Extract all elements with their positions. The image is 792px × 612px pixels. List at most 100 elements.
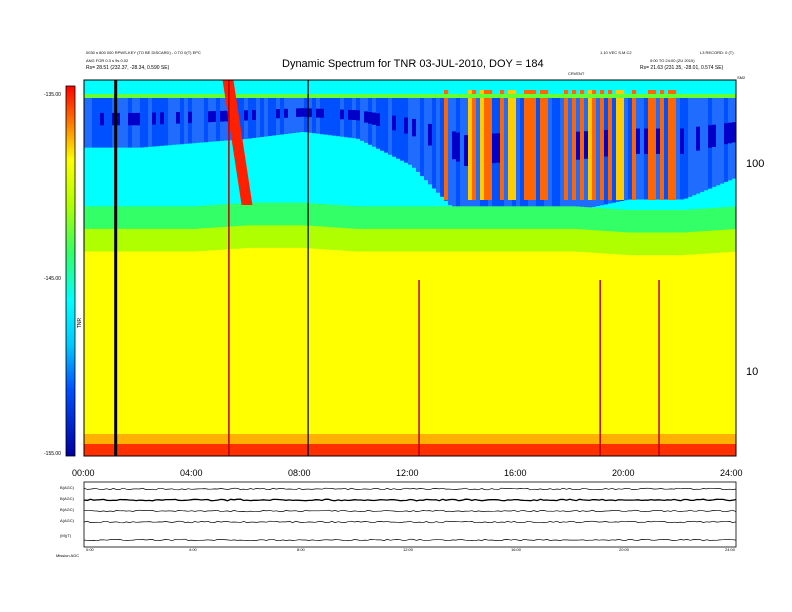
spectrum-cell-orange	[296, 434, 301, 444]
spectrum-cell-red	[416, 444, 421, 456]
spectrum-cell-lime	[336, 227, 341, 251]
spectrum-cell-red	[396, 444, 401, 456]
spectrum-cell-lime	[244, 225, 249, 249]
spectrum-cell-orange	[320, 434, 325, 444]
spectrum-cell-orange	[520, 434, 525, 444]
spectrum-cell-green	[180, 206, 185, 237]
spectrum-burst	[580, 90, 585, 200]
spectrum-cell-orange	[524, 434, 529, 444]
spectrum-cell-lime	[708, 230, 713, 254]
spectrum-cell-green	[84, 206, 89, 237]
spectrum-cell-lime	[260, 225, 265, 248]
spectrum-cell-yellow	[656, 255, 661, 434]
spectrum-cell-blue	[552, 98, 557, 211]
spectrum-cell-yellow	[316, 248, 321, 434]
spectrum-cell-green	[384, 206, 389, 237]
spectrum-cell-lime	[644, 232, 649, 256]
spectrum-cell-green	[400, 206, 405, 237]
spectrum-cell-lime	[152, 228, 157, 252]
spectrum-cell-blue	[248, 98, 253, 139]
x-tick-2400: 24:00	[720, 468, 743, 478]
spectrum-cell-green	[92, 206, 97, 237]
spectrum-cell-lime	[380, 228, 385, 252]
spectrum-cell-lime	[640, 232, 645, 256]
spectrum-cell-red	[208, 444, 213, 456]
spectrum-cell-yellow	[668, 255, 673, 434]
spectrum-cell-orange	[392, 434, 397, 444]
spectrum-cell-green	[264, 202, 269, 233]
spectrum-cell-red	[648, 444, 653, 456]
spectrum-cell-yellow	[716, 252, 721, 434]
spectrum-cell-deepblue	[352, 110, 357, 120]
spectrum-cell-lime	[528, 228, 533, 252]
spectrum-cell-yellow	[184, 251, 189, 434]
spectrum-cell-lime	[96, 228, 101, 252]
stack-x-tick-2: 4:00	[189, 547, 197, 552]
spectrum-cell-green	[432, 206, 437, 237]
spectrum-cell-lime	[436, 228, 441, 252]
spectrum-cell-green	[256, 202, 261, 233]
spectrum-cell-lime	[532, 228, 537, 252]
spectrum-cell-lime	[624, 232, 629, 255]
spectrum-cell-red	[644, 444, 649, 456]
stack-plot	[83, 481, 737, 548]
spectrum-cell-orange	[656, 434, 661, 444]
spectrum-cell-yellow	[168, 251, 173, 434]
x-tick-2000: 20:00	[612, 468, 635, 478]
spectrum-cell-orange	[200, 434, 205, 444]
spectrum-cell-green	[120, 206, 125, 237]
spectrum-cell-blue	[420, 98, 425, 177]
header-right-line-2: 0:00 TO 24:00 (ZU 2010)	[650, 58, 695, 63]
spectrum-cell-red	[292, 444, 297, 456]
spectrum-cell-deepblue	[464, 135, 469, 166]
spectrum-cell-orange	[580, 434, 585, 444]
spectrum-cell-lime	[608, 231, 613, 254]
spectrum-cell-yellow	[572, 251, 577, 434]
spectrum-cell-lime	[492, 228, 497, 252]
spectrum-cell-green	[696, 209, 701, 240]
spectrum-cell-green	[472, 206, 477, 237]
spectrum-cell-lime	[724, 229, 729, 253]
spectrum-cell-orange	[168, 434, 173, 444]
spectrum-cell-orange	[516, 434, 521, 444]
spectrum-cell-lime	[632, 232, 637, 256]
spectrum-burst	[472, 90, 477, 200]
spectrum-cell-red	[420, 444, 425, 456]
spectrum-cell-yellow	[532, 251, 537, 434]
spectrum-cell-red	[376, 444, 381, 456]
spectrum-cell-yellow	[304, 248, 309, 434]
spectrum-cell-blue	[360, 98, 365, 141]
spectrum-cell-orange	[600, 434, 605, 444]
spectrum-cell-lime	[676, 232, 681, 256]
spectrum-cell-green	[236, 203, 241, 234]
spectrum-cell-yellow	[436, 251, 441, 434]
spectrum-cell-green	[584, 207, 589, 238]
spectrum-cell-red	[536, 444, 541, 456]
spectrum-cell-red	[484, 444, 489, 456]
spectrum-cell-deepblue	[160, 112, 165, 125]
spectrum-cell-yellow	[676, 255, 681, 434]
spectrum-cell-red	[732, 444, 737, 456]
spectrum-cell-red	[572, 444, 577, 456]
spectrum-cell-lime	[200, 228, 205, 251]
spectrum-cell-green	[592, 207, 597, 238]
spectrum-cell-lime	[488, 228, 493, 252]
spectrum-cell-yellow	[624, 254, 629, 434]
spectrum-cell-orange	[228, 434, 233, 444]
spectrum-cell-red	[408, 444, 413, 456]
spectrum-cell-orange	[692, 434, 697, 444]
spectrum-cell-red	[588, 444, 593, 456]
spectrum-cell-orange	[264, 434, 269, 444]
spectrum-cell-orange	[420, 434, 425, 444]
spectrum-cell-lime	[236, 226, 241, 249]
header-right-line-3: Rs= 21.63 (231.35, -28.01, 0.574 SE)	[640, 65, 724, 71]
spectrum-cell-lime	[452, 228, 457, 252]
spectrum-cell-lime	[288, 225, 293, 248]
spectrum-cell-orange	[244, 434, 249, 444]
spectrum-cell-red	[596, 444, 601, 456]
spectrum-cell-lime	[444, 228, 449, 252]
spectrum-cell-orange	[272, 434, 277, 444]
spectrum-cell-lime	[400, 228, 405, 252]
spectrum-cell-lime	[552, 228, 557, 252]
spectrum-cell-red	[580, 444, 585, 456]
